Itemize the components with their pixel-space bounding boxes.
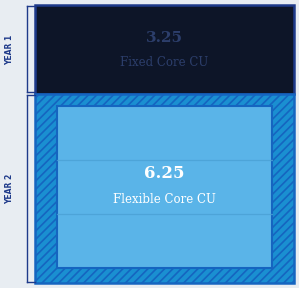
Text: YEAR 1: YEAR 1 xyxy=(5,34,14,65)
Bar xyxy=(57,106,271,268)
Bar xyxy=(35,5,294,94)
Text: 3.25: 3.25 xyxy=(146,31,183,45)
Text: YEAR 2: YEAR 2 xyxy=(5,173,14,204)
Text: Fixed Core CU: Fixed Core CU xyxy=(120,56,208,69)
Bar xyxy=(35,94,294,283)
Text: 6.25: 6.25 xyxy=(144,165,184,182)
Text: Flexible Core CU: Flexible Core CU xyxy=(113,193,216,206)
